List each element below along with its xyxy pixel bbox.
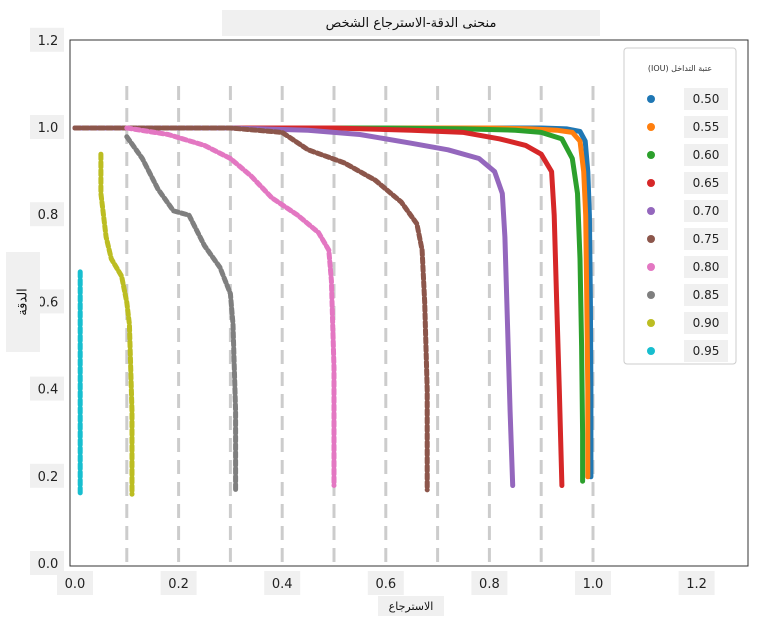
legend-label-bg-6	[684, 256, 728, 278]
legend-marker-0.55	[647, 123, 655, 131]
x-tick-label-3: 0.6	[375, 577, 396, 592]
x-tick-bg-5	[575, 571, 611, 595]
x-tick-bg-0	[57, 571, 93, 595]
legend-label-bg-7	[684, 284, 728, 306]
legend-marker-0.90	[647, 319, 655, 327]
series-lines	[72, 125, 594, 497]
legend-label-0.75: 0.75	[693, 232, 720, 246]
y-tick-label-0: 0.0	[38, 557, 59, 572]
y-tick-label-4: 0.8	[38, 208, 59, 223]
y-axis-label-box	[6, 252, 40, 352]
x-tick-label-1: 0.2	[168, 577, 189, 592]
x-tick-bg-6	[678, 571, 715, 595]
legend-label-0.95: 0.95	[693, 344, 720, 358]
legend-label-bg-0	[684, 88, 728, 110]
legend-marker-0.70	[647, 207, 655, 215]
legend-label-bg-4	[684, 200, 728, 222]
gridlines	[125, 86, 595, 566]
chart-title: منحنى الدقة-الاسترجاع الشخص	[222, 10, 600, 36]
legend-marker-0.50	[647, 95, 655, 103]
legend: (IOU) عتبة التداخل 0.50 0.55 0.60 0.65 0.70 0.…	[623, 47, 737, 365]
x-tick-label-0: 0.0	[65, 577, 86, 592]
legend-label-0.85: 0.85	[693, 288, 720, 302]
x-tick-bg-1	[160, 571, 197, 595]
legend-label-0.90: 0.90	[693, 316, 720, 330]
legend-label-0.65: 0.65	[693, 176, 720, 190]
x-tick-label-6: 1.2	[686, 577, 707, 592]
legend-marker-0.75	[647, 235, 655, 243]
legend-label-0.50: 0.50	[693, 92, 720, 106]
y-tick-labels: 0.0 0.2 0.4 0.6 0.8 1.0 1.2	[30, 27, 64, 575]
y-tick-bg-4	[30, 202, 64, 227]
y-tick-bg-6	[30, 27, 64, 52]
legend-marker-0.60	[647, 151, 655, 159]
y-tick-label-1: 0.2	[38, 470, 59, 485]
y-tick-label-3: 0.6	[38, 295, 59, 310]
x-tick-bg-2	[264, 571, 301, 595]
y-tick-label-6: 1.2	[38, 34, 59, 49]
legend-marker-0.85	[647, 291, 655, 299]
series-line-0.75	[72, 125, 430, 493]
y-axis-label: الدقة	[15, 288, 31, 316]
x-tick-labels: 0.0 0.2 0.4 0.6 0.8 1.0 1.2	[57, 571, 715, 595]
series-line-0.90	[98, 151, 135, 497]
y-tick-bg-2	[30, 376, 64, 401]
y-tick-label-5: 1.0	[38, 121, 59, 136]
legend-label-bg-1	[684, 116, 728, 138]
x-axis-label: الاسترجاع	[378, 596, 444, 616]
series-line-0.85	[124, 134, 239, 493]
x-tick-label-5: 1.0	[583, 577, 604, 592]
series-line-0.70	[72, 125, 516, 488]
x-tick-label-2: 0.4	[272, 577, 293, 592]
legend-label-0.60: 0.60	[693, 148, 720, 162]
legend-marker-0.80	[647, 263, 655, 271]
legend-label-bg-5	[684, 228, 728, 250]
legend-marker-0.65	[647, 179, 655, 187]
series-line-0.80	[124, 125, 337, 488]
legend-label-bg-3	[684, 172, 728, 194]
legend-label-bg-9	[684, 340, 728, 362]
y-tick-label-2: 0.4	[38, 383, 59, 398]
x-tick-bg-4	[471, 571, 508, 595]
legend-label-0.70: 0.70	[693, 204, 720, 218]
legend-title: (IOU) عتبة التداخل	[648, 64, 712, 73]
legend-label-bg-2	[684, 144, 728, 166]
legend-label-0.80: 0.80	[693, 260, 720, 274]
legend-label-bg-8	[684, 312, 728, 334]
x-tick-bg-3	[367, 571, 404, 595]
x-tick-label-4: 0.8	[479, 577, 500, 592]
y-tick-bg-5	[30, 115, 64, 139]
series-line-0.65	[72, 125, 565, 488]
legend-label-0.55: 0.55	[693, 120, 720, 134]
legend-marker-0.95	[647, 347, 655, 355]
y-tick-bg-1	[30, 463, 64, 488]
